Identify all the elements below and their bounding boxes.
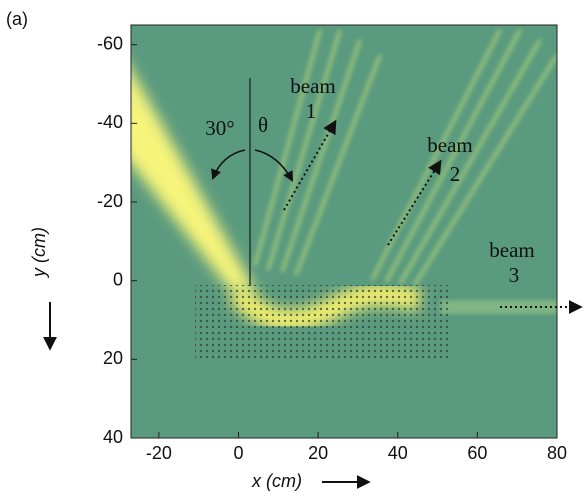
annotation: beam: [290, 74, 335, 98]
panel-label: (a): [6, 9, 28, 29]
plot-frame: [130, 24, 558, 439]
field-map: [131, 25, 557, 438]
beam-arrow: [283, 119, 337, 211]
annotation: 1: [306, 99, 317, 123]
y-tick-label: 20: [103, 348, 123, 368]
x-tick-label: 80: [547, 443, 567, 463]
annotation: θ: [258, 113, 268, 137]
annotation: 2: [450, 162, 461, 186]
annotation: 3: [509, 263, 520, 287]
annotation: beam: [489, 238, 534, 262]
y-tick-label: -20: [97, 191, 123, 211]
y-tick-label: -60: [97, 33, 123, 53]
x-tick-label: 0: [233, 443, 243, 463]
x-tick-label: 40: [388, 443, 408, 463]
y-tick-label: 40: [103, 427, 123, 447]
x-tick-label: -20: [146, 443, 172, 463]
angle-arrow: [254, 149, 294, 182]
y-tick-label: -40: [97, 112, 123, 132]
y-axis-label: y (cm): [29, 227, 49, 279]
x-tick-label: 20: [308, 443, 328, 463]
x-tick-label: 60: [467, 443, 487, 463]
annotation: 30°: [205, 116, 234, 140]
angle-arrow: [211, 149, 246, 180]
y-tick-label: 0: [113, 269, 123, 289]
beam-arrow: [387, 159, 442, 246]
x-axis-label: x (cm): [251, 471, 302, 491]
annotation: beam: [427, 133, 472, 157]
